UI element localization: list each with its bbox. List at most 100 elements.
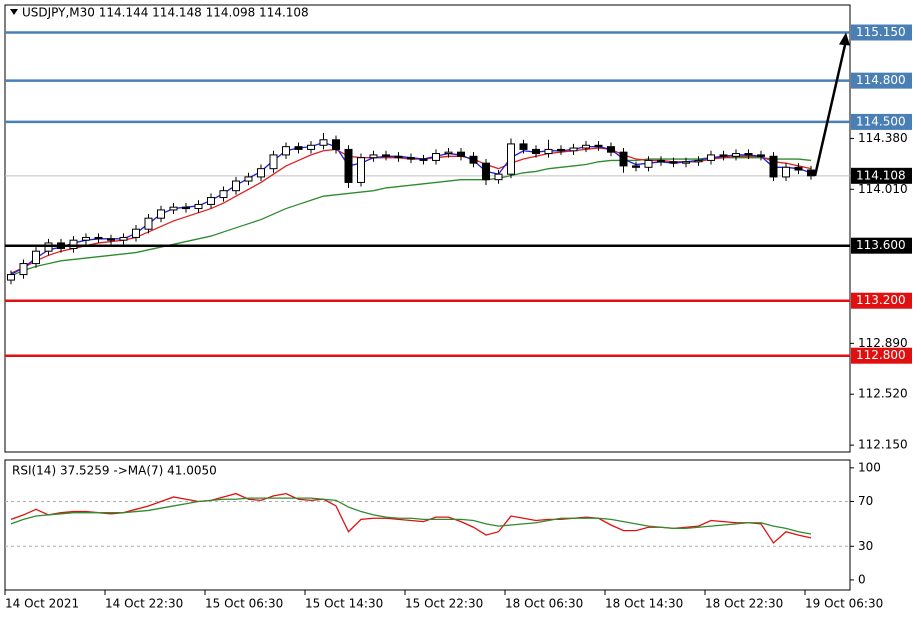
target-arrowhead	[839, 32, 850, 46]
candle-body	[357, 157, 365, 183]
candle-body	[94, 236, 103, 240]
level-box	[851, 113, 912, 130]
candle-body	[644, 159, 653, 168]
level-label: 113.600	[856, 238, 906, 252]
candle-body	[82, 236, 90, 241]
candle-body	[182, 206, 190, 210]
y-tick-label: 114.010	[858, 182, 908, 196]
candle-body	[294, 146, 303, 150]
candle-body	[557, 148, 565, 152]
y-tick-label: 100	[858, 460, 881, 474]
candle-body	[382, 154, 390, 157]
candle-body	[769, 155, 778, 178]
candle-body	[282, 146, 290, 156]
level-label: 112.800	[856, 348, 906, 362]
candle-body	[532, 148, 540, 155]
candle-body	[682, 161, 690, 164]
candle-body	[394, 155, 403, 159]
level-label: 113.200	[856, 293, 906, 307]
x-tick-label: 18 Oct 06:30	[505, 597, 583, 611]
candle-body	[507, 143, 515, 175]
indicator-line	[10, 147, 812, 274]
candle-body	[694, 159, 703, 163]
candle-body	[407, 157, 415, 160]
x-tick-label: 14 Oct 22:30	[105, 597, 183, 611]
candle-body	[257, 168, 265, 178]
candle-body	[169, 206, 178, 211]
x-tick-label: 15 Oct 06:30	[205, 597, 283, 611]
candle-body	[332, 139, 340, 150]
candle-body	[494, 173, 503, 181]
candle-body	[107, 238, 115, 241]
x-tick-label: 18 Oct 14:30	[605, 597, 683, 611]
candle-body	[582, 144, 590, 149]
candle-body	[607, 146, 615, 153]
x-tick-label: 15 Oct 22:30	[405, 597, 483, 611]
rsi-frame	[4, 459, 851, 591]
candle-body	[544, 148, 553, 155]
x-tick-label: 18 Oct 22:30	[705, 597, 783, 611]
current-price-box	[851, 167, 912, 184]
candle-body	[432, 153, 440, 161]
candle-body	[369, 154, 378, 159]
candle-body	[619, 151, 628, 167]
y-tick-label: 0	[858, 572, 866, 586]
y-tick-label: 112.150	[858, 438, 908, 452]
level-box	[851, 72, 912, 89]
candle-body	[419, 158, 428, 161]
candle-body	[469, 155, 478, 164]
level-label: 114.800	[856, 73, 906, 87]
candle-body	[569, 147, 578, 152]
y-tick-label: 112.890	[858, 336, 908, 350]
candle-body	[657, 159, 665, 163]
candle-body	[232, 180, 240, 192]
candle-body	[32, 250, 40, 265]
candle-body	[794, 166, 803, 171]
level-box	[851, 237, 912, 254]
y-tick-label: 114.380	[858, 131, 908, 145]
candle-body	[782, 166, 790, 178]
candle-body	[132, 228, 140, 238]
candle-body	[594, 144, 603, 148]
candle-body	[119, 236, 128, 241]
candle-body	[219, 190, 228, 199]
candle-body	[444, 151, 453, 155]
current-price-label: 114.108	[856, 168, 906, 182]
candle-body	[157, 209, 165, 219]
candle-body	[457, 151, 465, 157]
level-box	[851, 24, 912, 41]
candle-body	[757, 154, 765, 157]
candle-body	[669, 161, 678, 164]
candle-body	[344, 148, 353, 183]
chart-title: USDJPY,M30 114.144 114.148 114.098 114.1…	[22, 6, 309, 20]
candle-body	[307, 144, 315, 150]
candle-body	[269, 154, 278, 170]
candle-body	[19, 263, 28, 276]
indicator-line	[10, 157, 812, 277]
candle-body	[244, 176, 253, 182]
candle-body	[632, 165, 640, 168]
candle-body	[144, 217, 153, 230]
y-tick-label: 30	[858, 539, 873, 553]
level-label: 115.150	[856, 25, 906, 39]
indicator-line	[10, 497, 812, 535]
candle-body	[807, 169, 815, 177]
x-tick-label: 14 Oct 2021	[5, 597, 79, 611]
level-box	[851, 292, 912, 309]
level-label: 114.500	[856, 114, 906, 128]
dropdown-icon	[10, 9, 18, 15]
level-box	[851, 347, 912, 364]
candle-body	[519, 143, 528, 150]
y-tick-label: 70	[858, 494, 873, 508]
candle-body	[719, 154, 728, 157]
candle-body	[7, 274, 15, 281]
rsi-title: RSI(14) 37.5259 ->MA(7) 41.0050	[12, 464, 217, 478]
x-tick-label: 15 Oct 14:30	[305, 597, 383, 611]
candle-body	[732, 153, 740, 157]
candle-body	[707, 154, 715, 161]
y-tick-label: 112.520	[858, 387, 908, 401]
target-arrow	[813, 40, 848, 177]
main-frame	[4, 4, 851, 453]
